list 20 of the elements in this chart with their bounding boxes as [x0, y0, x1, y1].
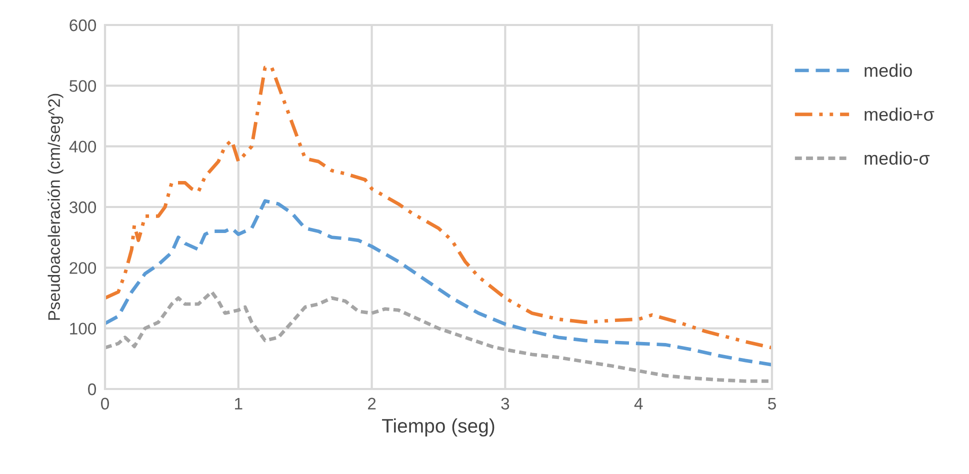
- legend-label: medio: [864, 64, 912, 77]
- x-tick-label: 0: [101, 398, 109, 410]
- y-tick-label: 600: [70, 19, 96, 32]
- y-tick-label: 400: [69, 140, 96, 153]
- y-tick-label: 300: [69, 201, 96, 214]
- y-tick-label: 100: [70, 322, 96, 335]
- x-tick-label: 1: [235, 398, 242, 410]
- y-tick-label: 500: [70, 80, 96, 92]
- line-series: [105, 199, 772, 366]
- x-tick-label: 5: [768, 398, 776, 410]
- x-axis-title: Tiempo (seg): [382, 418, 494, 437]
- y-axis-title: Pseudoaceleración (cm/seg^2): [48, 94, 64, 320]
- x-tick-label: 3: [501, 398, 510, 410]
- x-tick-label: 4: [634, 398, 643, 410]
- legend-label: medio-σ: [864, 152, 930, 165]
- x-tick-label: 2: [368, 398, 376, 410]
- legend-label: medio+σ: [864, 108, 934, 121]
- line-series: [105, 66, 772, 350]
- y-tick-label: 200: [70, 262, 96, 274]
- y-tick-label: 0: [88, 383, 96, 396]
